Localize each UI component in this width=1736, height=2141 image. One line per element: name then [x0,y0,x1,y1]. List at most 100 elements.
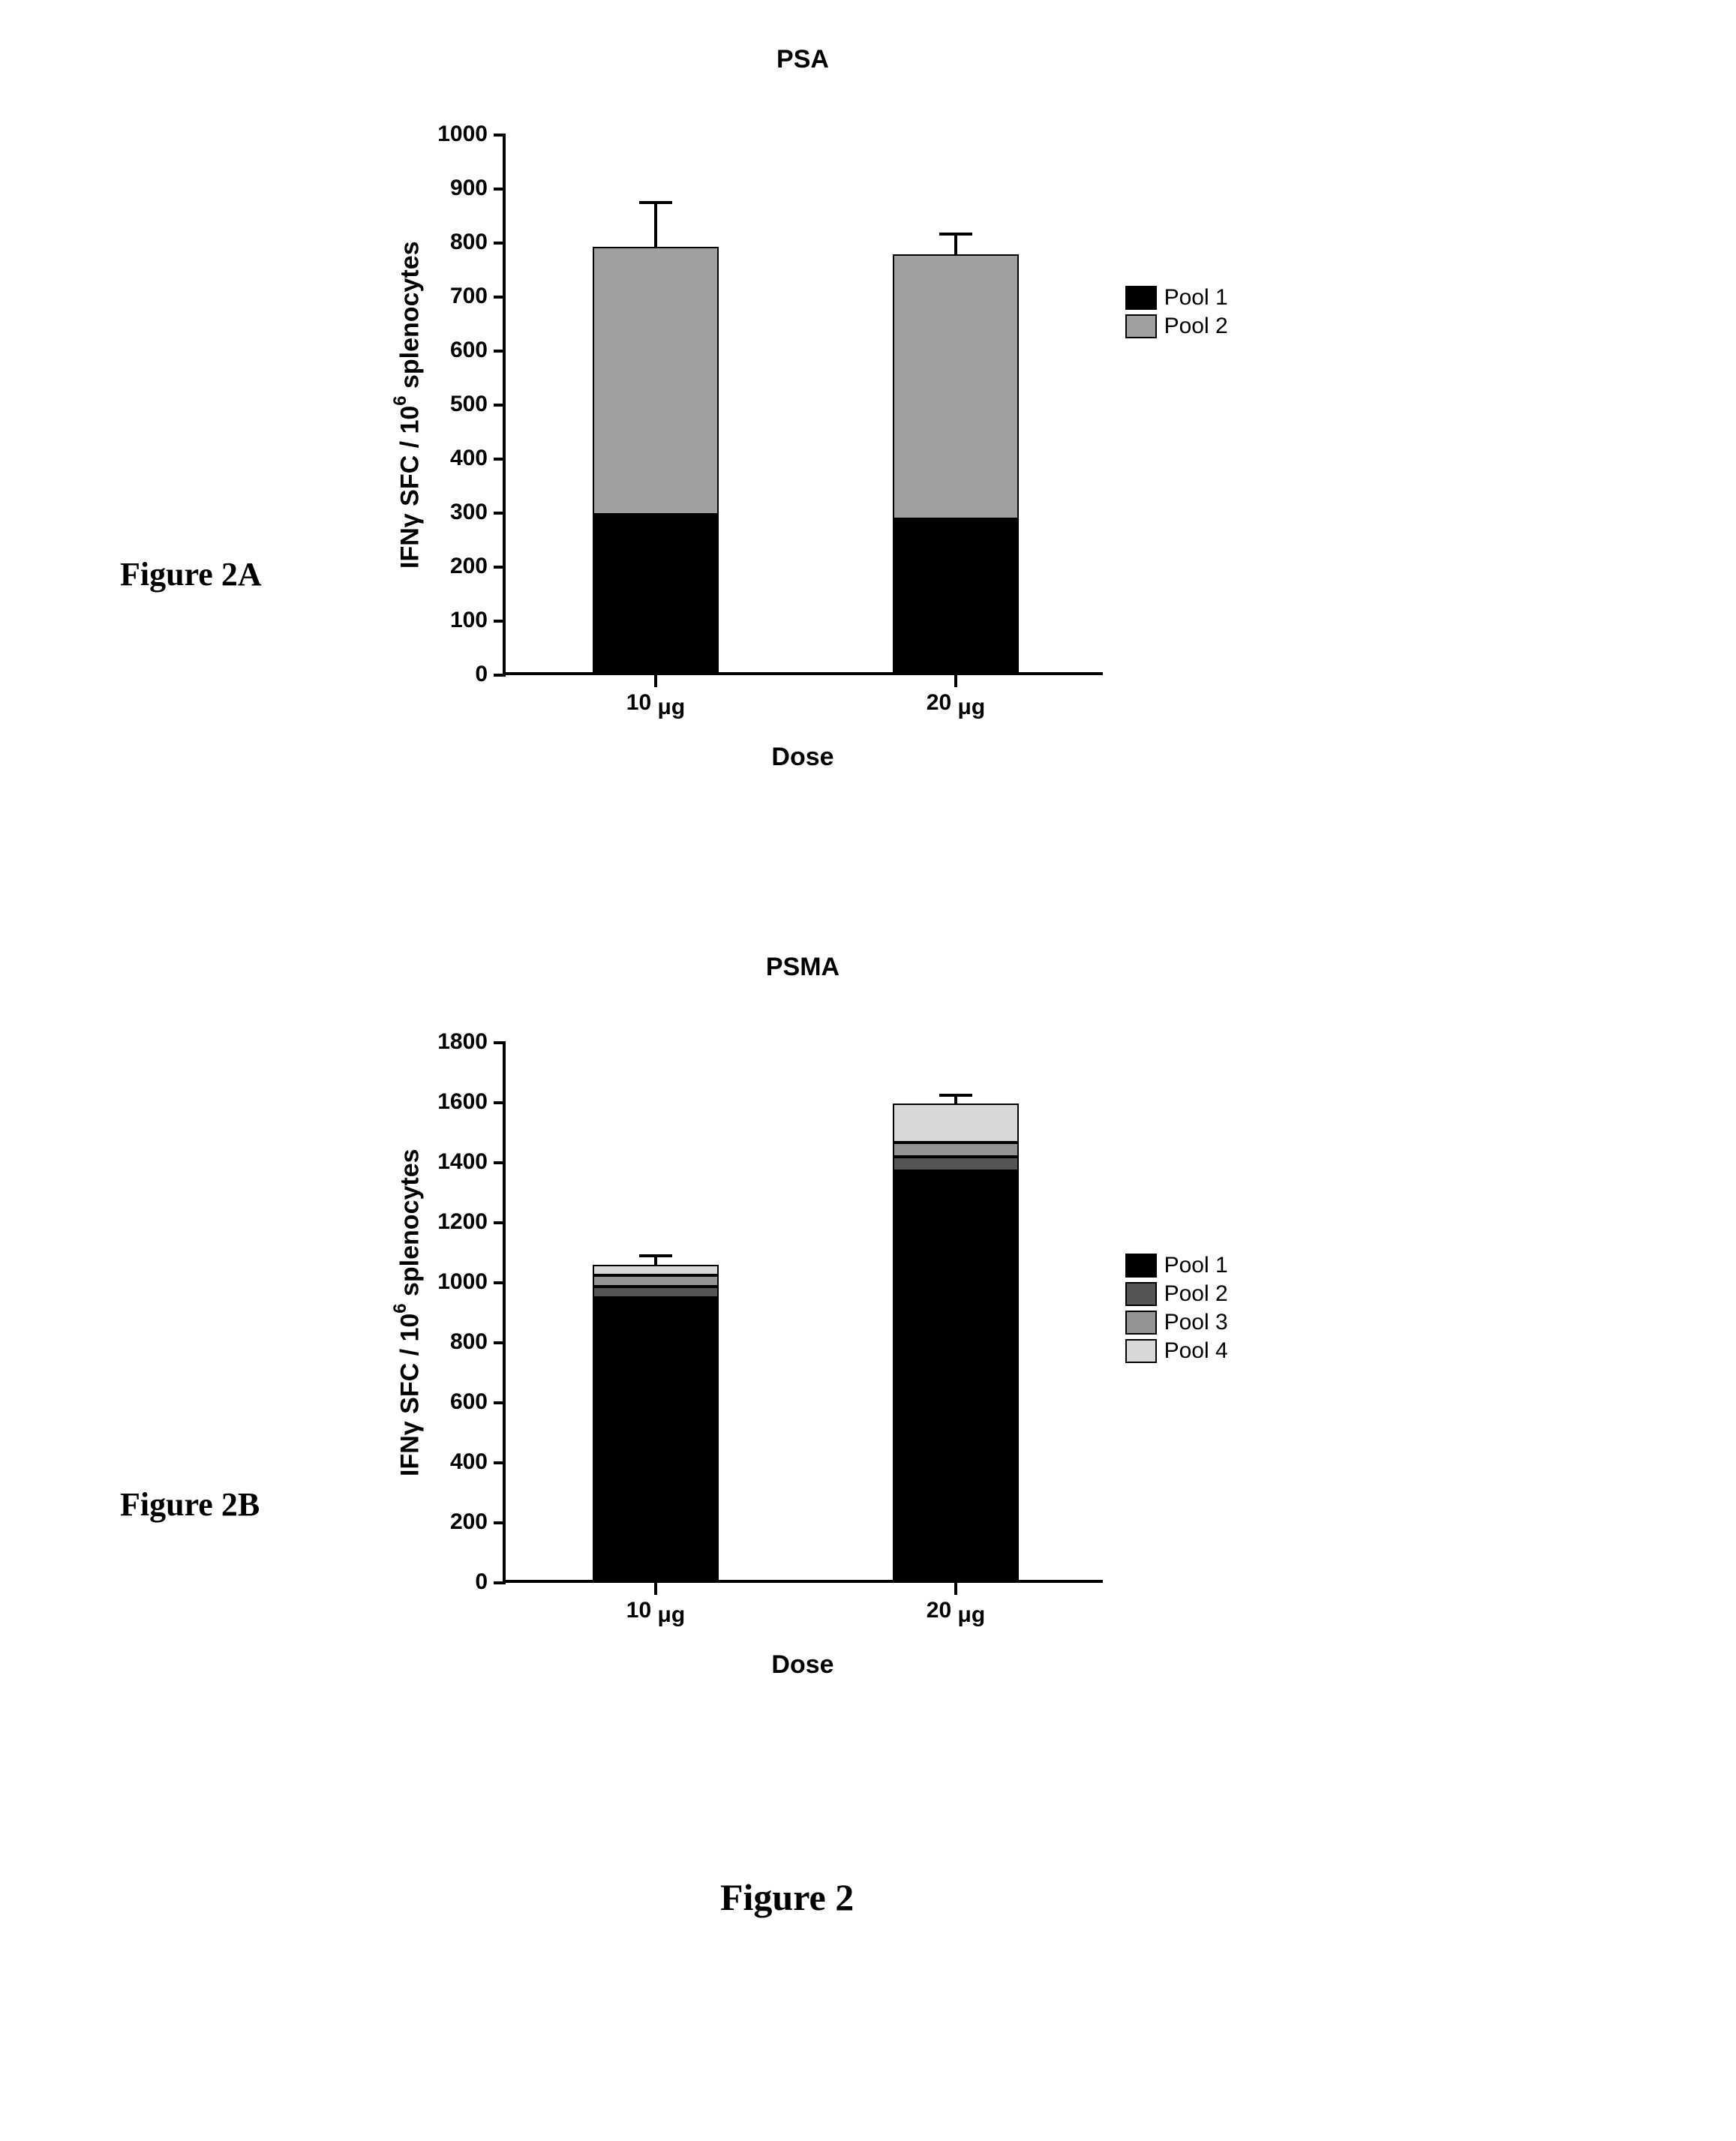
y-tick-label: 400 [423,446,488,471]
ylabel-mid: SFC / 10 [395,406,424,514]
bar-segment [893,254,1019,519]
ylabel-prefix: IFN [395,1436,424,1477]
y-tick-label: 1000 [423,122,488,147]
y-tick [494,350,506,353]
y-tick [494,134,506,137]
y-axis-label: IFNγ SFC / 106 splenocytes [390,1043,425,1583]
legend-swatch [1125,314,1157,338]
legend-swatch [1125,1311,1157,1335]
ylabel-sup: 6 [390,1304,410,1314]
ylabel-mid: SFC / 10 [395,1314,424,1422]
y-tick [494,1401,506,1404]
y-tick-label: 1800 [423,1029,488,1055]
panel-figure-2a: PSA0100200300400500600700800900100010 μg… [120,23,1395,810]
legend-swatch [1125,1282,1157,1306]
legend-item: Pool 3 [1125,1310,1228,1335]
x-tick-label: 20 μg [911,690,1001,716]
y-tick [494,404,506,407]
y-tick [494,1161,506,1164]
y-tick [494,1341,506,1344]
x-tick-num: 20 [927,690,958,715]
x-tick-unit: μg [658,1602,686,1627]
y-axis-label: IFNγ SFC / 106 splenocytes [390,135,425,675]
side-label-2a: Figure 2A [120,555,262,593]
y-tick [494,674,506,677]
y-tick-label: 1400 [423,1149,488,1175]
y-tick-label: 1600 [423,1089,488,1115]
legend-swatch [1125,286,1157,310]
ylabel-suffix: splenocytes [395,242,424,396]
legend: Pool 1 Pool 2 Pool 3 Pool 4 [1125,1253,1228,1367]
error-bar-cap [639,1254,672,1257]
y-tick [494,242,506,245]
panel-figure-2b: PSMA 02004006008001000120014001600180010 … [120,930,1395,1718]
bar-segment [893,1171,1019,1580]
y-tick [494,1581,506,1584]
x-axis-label: Dose [503,743,1103,772]
bar-segment [893,1143,1019,1157]
x-tick-label: 10 μg [611,690,701,716]
side-label-2b: Figure 2B [120,1485,260,1524]
chart-title: PSMA [503,953,1103,982]
legend-swatch [1125,1339,1157,1363]
y-tick [494,620,506,623]
legend-item: Pool 1 [1125,1253,1228,1278]
legend-label: Pool 2 [1164,314,1228,339]
y-tick-label: 200 [423,554,488,579]
legend-label: Pool 2 [1164,1281,1228,1307]
y-tick-label: 600 [423,1389,488,1415]
y-tick-label: 800 [423,230,488,255]
bar-segment [893,1157,1019,1171]
y-tick [494,1041,506,1044]
ylabel-sup: 6 [390,396,410,406]
x-tick-unit: μg [958,695,986,719]
legend-item: Pool 4 [1125,1338,1228,1364]
legend-swatch [1125,1254,1157,1278]
bar-segment [593,1298,719,1580]
y-tick [494,1281,506,1284]
bar-segment [593,1287,719,1298]
bar-segment [593,247,719,515]
x-tick-num: 10 [626,1598,658,1623]
error-bar-cap [939,1094,972,1097]
legend: Pool 1 Pool 2 [1125,285,1228,342]
figure-caption: Figure 2 [720,1875,854,1919]
bar-segment [893,1104,1019,1143]
legend-label: Pool 1 [1164,1253,1228,1278]
y-tick-label: 700 [423,284,488,309]
y-tick-label: 1200 [423,1209,488,1235]
y-tick-label: 800 [423,1329,488,1355]
y-tick-label: 200 [423,1509,488,1535]
y-tick-label: 500 [423,392,488,417]
bar-segment [593,1275,719,1287]
x-tick-num: 10 [626,690,658,715]
x-tick [654,1583,657,1595]
error-bar-cap [639,201,672,204]
y-tick [494,1101,506,1104]
bar-segment [893,519,1019,672]
y-tick [494,1461,506,1464]
y-tick-label: 0 [423,1569,488,1595]
legend-item: Pool 1 [1125,285,1228,311]
x-tick [654,675,657,687]
y-tick [494,1521,506,1524]
x-tick-label: 20 μg [911,1598,1001,1623]
y-tick-label: 0 [423,662,488,687]
legend-item: Pool 2 [1125,1281,1228,1307]
y-tick-label: 600 [423,338,488,363]
ylabel-suffix: splenocytes [395,1149,424,1304]
legend-label: Pool 4 [1164,1338,1228,1364]
ylabel-gamma: γ [395,514,424,528]
legend-label: Pool 3 [1164,1310,1228,1335]
x-tick-label: 10 μg [611,1598,701,1623]
y-tick [494,188,506,191]
x-tick [954,675,957,687]
y-tick [494,566,506,569]
error-bar-stem [954,234,957,254]
chart-title: PSA [503,45,1103,74]
legend-item: Pool 2 [1125,314,1228,339]
plot-area: 02004006008001000120014001600180010 μg20… [503,1043,1103,1583]
y-tick [494,1221,506,1224]
y-tick-label: 100 [423,608,488,633]
y-tick [494,296,506,299]
